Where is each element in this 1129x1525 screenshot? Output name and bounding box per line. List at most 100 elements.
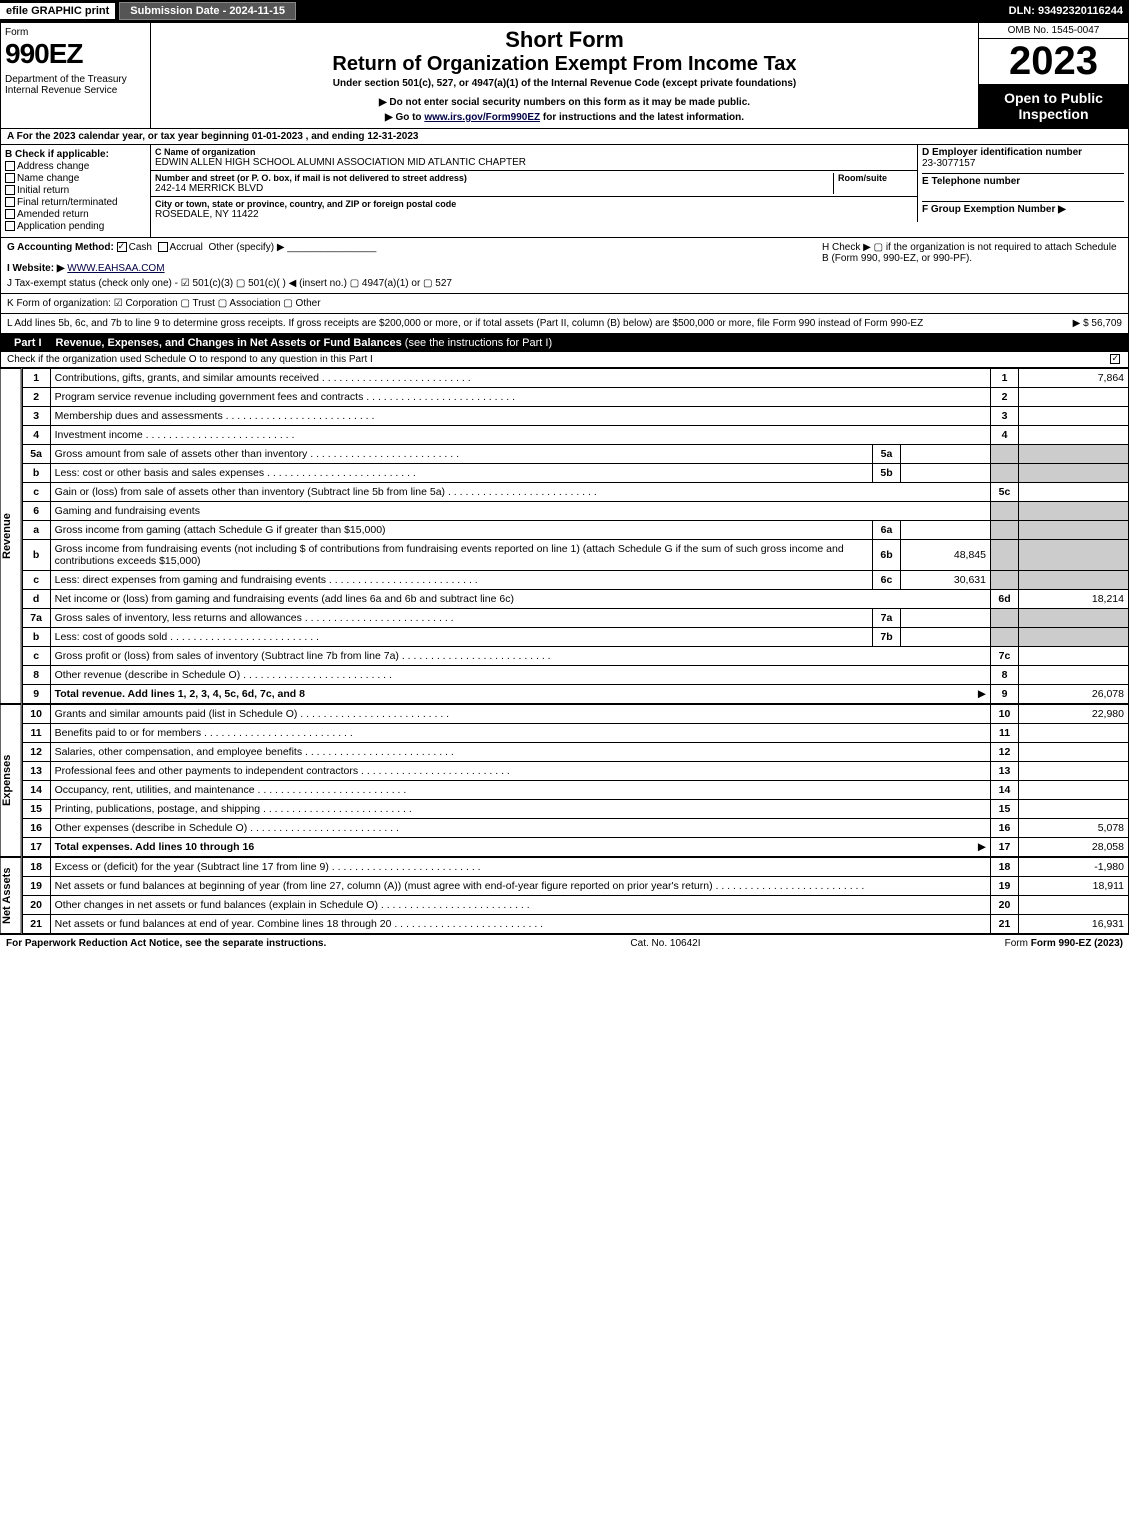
l-text: L Add lines 5b, 6c, and 7b to line 9 to … <box>7 318 923 329</box>
line-16: 16Other expenses (describe in Schedule O… <box>22 819 1128 838</box>
footer-cat: Cat. No. 10642I <box>630 938 700 949</box>
dept-treasury: Department of the Treasury Internal Reve… <box>5 74 146 96</box>
dln: DLN: 93492320116244 <box>1009 5 1129 17</box>
g-other: Other (specify) ▶ <box>208 242 284 253</box>
part1-sub: (see the instructions for Part I) <box>402 337 552 349</box>
line-21: 21Net assets or fund balances at end of … <box>22 915 1128 934</box>
goto-post: for instructions and the latest informat… <box>540 112 744 123</box>
line-11: 11Benefits paid to or for members11 <box>22 724 1128 743</box>
omb-number: OMB No. 1545-0047 <box>979 23 1128 39</box>
form-header: Form 990EZ Department of the Treasury In… <box>0 22 1129 129</box>
line-13: 13Professional fees and other payments t… <box>22 762 1128 781</box>
irs-link[interactable]: www.irs.gov/Form990EZ <box>424 112 540 123</box>
line-4: 4Investment income4 <box>22 426 1128 445</box>
side-revenue: Revenue <box>0 368 22 704</box>
line-14: 14Occupancy, rent, utilities, and mainte… <box>22 781 1128 800</box>
chk-address-change[interactable]: Address change <box>5 161 146 172</box>
tax-year: 2023 <box>979 39 1128 84</box>
street-value: 242-14 MERRICK BLVD <box>155 183 833 194</box>
org-name-row: C Name of organization EDWIN ALLEN HIGH … <box>151 145 917 171</box>
row-h: H Check ▶ ▢ if the organization is not r… <box>822 242 1122 264</box>
line-12: 12Salaries, other compensation, and empl… <box>22 743 1128 762</box>
part-1-header: Part I Revenue, Expenses, and Changes in… <box>0 334 1129 352</box>
expenses-table: 10Grants and similar amounts paid (list … <box>22 704 1129 857</box>
line-5c: cGain or (loss) from sale of assets othe… <box>22 483 1128 502</box>
form-number: 990EZ <box>5 38 146 70</box>
col-b-checkboxes: B Check if applicable: Address change Na… <box>1 145 151 237</box>
line-1: 1Contributions, gifts, grants, and simil… <box>22 369 1128 388</box>
part1-check-line: Check if the organization used Schedule … <box>0 352 1129 368</box>
goto-pre: ▶ Go to <box>385 112 424 123</box>
d-ein-label: D Employer identification number <box>922 147 1082 158</box>
header-center: Short Form Return of Organization Exempt… <box>151 23 978 128</box>
form-word: Form <box>5 27 146 38</box>
row-a-calendar-year: A For the 2023 calendar year, or tax yea… <box>0 129 1129 145</box>
row-j: J Tax-exempt status (check only one) - ☑… <box>7 278 1122 289</box>
f-group-label: F Group Exemption Number ▶ <box>922 204 1066 215</box>
col-d-e-f: D Employer identification number 23-3077… <box>918 145 1128 222</box>
header-left: Form 990EZ Department of the Treasury In… <box>1 23 151 128</box>
line-15: 15Printing, publications, postage, and s… <box>22 800 1128 819</box>
revenue-table: 1Contributions, gifts, grants, and simil… <box>22 368 1129 704</box>
row-i: I Website: ▶ WWW.EAHSAA.COM <box>7 263 1122 274</box>
org-name: EDWIN ALLEN HIGH SCHOOL ALUMNI ASSOCIATI… <box>155 157 913 168</box>
chk-schedule-o[interactable] <box>1110 354 1120 364</box>
net-assets-table: 18Excess or (deficit) for the year (Subt… <box>22 857 1129 934</box>
do-not-enter: ▶ Do not enter social security numbers o… <box>155 97 974 108</box>
form-title: Return of Organization Exempt From Incom… <box>155 53 974 76</box>
footer-left: For Paperwork Reduction Act Notice, see … <box>6 938 326 949</box>
line-7c: cGross profit or (loss) from sales of in… <box>22 647 1128 666</box>
e-phone-label: E Telephone number <box>922 176 1020 187</box>
line-6b: bGross income from fundraising events (n… <box>22 540 1128 571</box>
room-label: Room/suite <box>838 173 913 183</box>
line-7a: 7aGross sales of inventory, less returns… <box>22 609 1128 628</box>
g-label: G Accounting Method: <box>7 242 114 253</box>
city-row: City or town, state or province, country… <box>151 197 917 222</box>
efile-print[interactable]: efile GRAPHIC print <box>0 3 115 19</box>
footer-right: Form Form 990-EZ (2023) <box>1005 938 1123 949</box>
chk-application-pending[interactable]: Application pending <box>5 221 146 232</box>
top-bar: efile GRAPHIC print Submission Date - 20… <box>0 0 1129 22</box>
city-value: ROSEDALE, NY 11422 <box>155 209 913 220</box>
chk-accrual[interactable] <box>158 242 168 252</box>
line-20: 20Other changes in net assets or fund ba… <box>22 896 1128 915</box>
line-3: 3Membership dues and assessments3 <box>22 407 1128 426</box>
part1-title: Revenue, Expenses, and Changes in Net As… <box>56 337 402 349</box>
line-7b: bLess: cost of goods sold7b <box>22 628 1128 647</box>
row-l: L Add lines 5b, 6c, and 7b to line 9 to … <box>0 314 1129 334</box>
part1-num: Part I <box>6 337 50 349</box>
l-amount: ▶ $ 56,709 <box>1073 318 1122 329</box>
row-a-text: A For the 2023 calendar year, or tax yea… <box>7 131 418 142</box>
side-expenses: Expenses <box>0 704 22 857</box>
line-5b: bLess: cost or other basis and sales exp… <box>22 464 1128 483</box>
i-label: I Website: ▶ <box>7 263 65 274</box>
under-section: Under section 501(c), 527, or 4947(a)(1)… <box>155 78 974 89</box>
section-b-to-f: B Check if applicable: Address change Na… <box>0 145 1129 238</box>
col-c-to-f: C Name of organization EDWIN ALLEN HIGH … <box>151 145 1128 237</box>
side-net-assets: Net Assets <box>0 857 22 934</box>
line-5a: 5aGross amount from sale of assets other… <box>22 445 1128 464</box>
row-g-h-i-j: G Accounting Method: Cash Accrual Other … <box>0 238 1129 294</box>
line-18: 18Excess or (deficit) for the year (Subt… <box>22 858 1128 877</box>
line-6c: cLess: direct expenses from gaming and f… <box>22 571 1128 590</box>
line-6a: aGross income from gaming (attach Schedu… <box>22 521 1128 540</box>
row-k: K Form of organization: ☑ Corporation ▢ … <box>0 294 1129 314</box>
website-link[interactable]: WWW.EAHSAA.COM <box>67 263 164 274</box>
chk-initial-return[interactable]: Initial return <box>5 185 146 196</box>
page-footer: For Paperwork Reduction Act Notice, see … <box>0 934 1129 952</box>
line-9: 9Total revenue. Add lines 1, 2, 3, 4, 5c… <box>22 685 1128 704</box>
street-row: Number and street (or P. O. box, if mail… <box>151 171 917 197</box>
header-right: OMB No. 1545-0047 2023 Open to Public In… <box>978 23 1128 128</box>
line-6d: dNet income or (loss) from gaming and fu… <box>22 590 1128 609</box>
line-17: 17Total expenses. Add lines 10 through 1… <box>22 838 1128 857</box>
goto-line: ▶ Go to www.irs.gov/Form990EZ for instru… <box>155 112 974 123</box>
line-6: 6Gaming and fundraising events <box>22 502 1128 521</box>
street-label: Number and street (or P. O. box, if mail… <box>155 173 833 183</box>
chk-final-return[interactable]: Final return/terminated <box>5 197 146 208</box>
line-2: 2Program service revenue including gover… <box>22 388 1128 407</box>
line-19: 19Net assets or fund balances at beginni… <box>22 877 1128 896</box>
chk-cash[interactable] <box>117 242 127 252</box>
chk-name-change[interactable]: Name change <box>5 173 146 184</box>
chk-amended-return[interactable]: Amended return <box>5 209 146 220</box>
line-10: 10Grants and similar amounts paid (list … <box>22 705 1128 724</box>
